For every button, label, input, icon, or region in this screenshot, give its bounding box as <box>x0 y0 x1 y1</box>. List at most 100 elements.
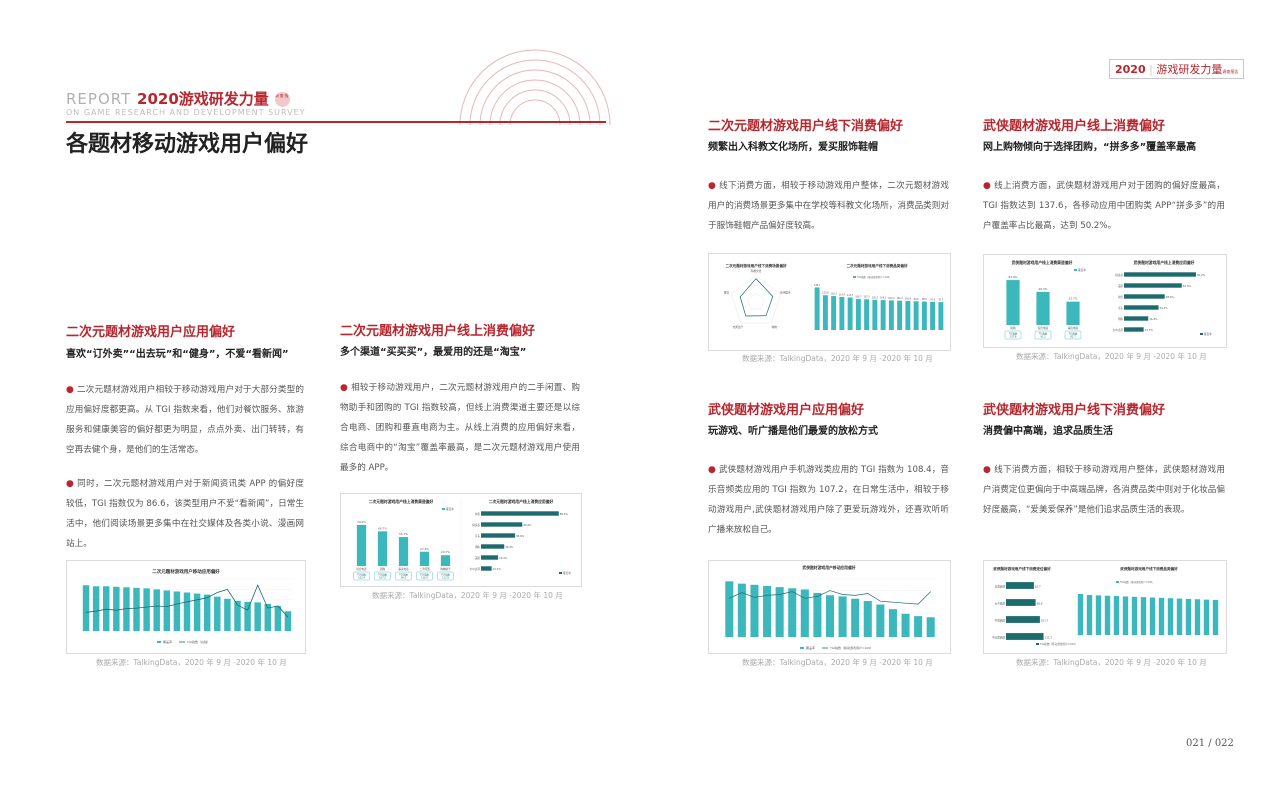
data-label: 100.9 <box>905 297 912 300</box>
bar <box>1131 596 1138 635</box>
bar <box>914 616 923 637</box>
data-label: 107.5 <box>863 296 870 299</box>
report-subline: ON GAME RESEARCH AND DEVELOPMENT SURVEY <box>66 108 306 117</box>
report-header: REPORT 2020游戏研发力量 调查报告 <box>66 88 290 109</box>
chart-title: 二次元题材游戏用户线上消费应用偏好 <box>489 499 554 504</box>
bar <box>163 590 171 631</box>
bar <box>1086 595 1093 635</box>
report-stamp: 调查报告 <box>274 92 290 107</box>
data-label: 108.7 <box>855 295 862 298</box>
legend-swatch <box>1200 333 1203 335</box>
data-label: 148.1 <box>814 284 821 287</box>
bar <box>1194 599 1201 635</box>
paragraph-acg-app-1: ● 二次元题材游戏用户相较于移动游戏用户对于大部分类型的应用偏好度都更高。从 TG… <box>66 385 304 455</box>
section-title-acg-app: 二次元题材游戏用户应用偏好 <box>66 325 236 340</box>
tgi-box <box>353 571 370 581</box>
category-label: 淘宝 <box>475 512 481 516</box>
category-label: 购物助手 <box>440 567 451 571</box>
paragraph-acg-app-2: ● 同时，二次元题材游戏用户对于新闻资讯类 APP 的偏好度较低，TGI 指数仅为… <box>66 479 304 549</box>
data-label: 28.4% <box>1166 295 1175 299</box>
radar-grid <box>747 293 765 310</box>
data-label: 83.7 <box>1035 585 1041 589</box>
bar <box>905 300 911 330</box>
data-label: 103.4 <box>888 297 895 300</box>
bar <box>788 588 797 637</box>
radar-series <box>739 278 774 317</box>
data-label: 46.9% <box>523 523 532 527</box>
bar <box>123 587 130 631</box>
bar <box>1066 301 1080 325</box>
category-label: 拼多多 <box>1115 273 1123 277</box>
bar <box>847 297 853 330</box>
bar <box>214 596 221 631</box>
bar <box>926 617 935 637</box>
bar <box>264 603 271 631</box>
bar <box>244 601 251 631</box>
category-label: 美团 <box>1118 284 1124 288</box>
section-subtitle-acg-app: 喜欢“订外卖”“出去玩”和“健身”，不爱“看新闻” <box>66 349 289 360</box>
bar <box>1158 597 1165 635</box>
bar <box>173 591 181 631</box>
source-wuxia-app: 数据来源：TalkingData，2020 年 9 月 -2020 年 10 月 <box>742 658 933 667</box>
bar <box>737 583 746 637</box>
data-label: 114.9 <box>839 293 846 296</box>
tgi-box <box>1064 330 1082 340</box>
decorative-arcs <box>459 49 611 125</box>
radar-axis-label: 餐饮 <box>724 290 730 294</box>
section-title-wuxia-offline: 武侠题材游戏用户线下消费偏好 <box>983 403 1166 418</box>
bar <box>1212 599 1219 635</box>
legend-swatch <box>1074 269 1077 271</box>
legend-label: 覆盖率 <box>163 639 172 644</box>
category-label: 闲鱼 <box>1118 317 1124 321</box>
paragraph-wuxia-offline-1: ● 线下消费方面，相较于移动游戏用户整体，武侠题材游戏用户消费定位更偏向于中高端品… <box>983 465 1225 515</box>
bar <box>356 524 367 566</box>
data-label: 32.7% <box>1069 297 1078 301</box>
chart-title: 武侠题材游戏用户线下消费品类偏好 <box>1120 566 1178 571</box>
bar <box>1006 582 1034 589</box>
section-subtitle-wuxia-online: 网上购物倾向于选择团购，“拼多多”覆盖率最高 <box>983 142 1197 153</box>
category-label: 综合电商 <box>356 567 367 571</box>
category-label: 大众品牌 <box>995 602 1006 606</box>
bar <box>183 592 191 631</box>
bar <box>153 589 160 631</box>
legend-label: TGI指数（移动游戏用户=100） <box>857 275 892 279</box>
tgi-value: 91.3 <box>1040 336 1046 339</box>
bar <box>481 533 515 538</box>
bar <box>1185 598 1192 635</box>
tgi-value: 107.2 <box>379 577 386 580</box>
tgi-label: TGI指数 <box>1039 332 1048 336</box>
tgi-label: TGI指数 <box>399 573 408 577</box>
paragraph-acg-online-1: ● 相较于移动游戏用户，二次元题材游戏用户的二手闲置、购物助手和团购的 TGI 指… <box>340 383 580 473</box>
legend-label: 覆盖率 <box>1078 268 1086 272</box>
bar <box>133 587 140 631</box>
bar <box>481 555 499 560</box>
tgi-label: TGI指数 <box>420 573 429 577</box>
category-label: 京东 <box>1118 306 1124 310</box>
chart-wuxia-offline: 武侠题材游戏用户线下消费定位偏好 高端品牌 83.7 大众品牌 88.8 中端品牌 101… <box>983 560 1227 654</box>
bar <box>113 586 120 631</box>
bar <box>1149 597 1156 635</box>
source-acg-online: 数据来源：TalkingData，2020 年 9 月 -2020 年 10 月 <box>372 591 563 600</box>
data-label: 38.6% <box>516 534 525 538</box>
data-label: 20.7% <box>441 550 450 554</box>
source-wuxia-online: 数据来源：TalkingData，2020 年 9 月 -2020 年 10 月 <box>1016 352 1207 361</box>
page-title: 各题材移动游戏用户偏好 <box>66 131 309 157</box>
bar <box>863 601 872 637</box>
bar <box>1167 598 1174 635</box>
radar-axis-label: 科教文化 <box>751 269 762 273</box>
data-label: 99.8 <box>914 298 919 301</box>
source-acg-app: 数据来源：TalkingData，2020 年 9 月 -2020 年 10 月 <box>96 658 287 667</box>
bar <box>855 298 861 330</box>
legend-swatch <box>853 276 856 278</box>
tgi-value: 102.4 <box>358 577 365 580</box>
category-label: 高端品牌 <box>995 585 1006 589</box>
bar <box>398 537 409 566</box>
bar <box>203 594 211 631</box>
category-label: 二手闲置 <box>419 567 430 571</box>
bar <box>1095 595 1102 635</box>
chart-acg-offline: 二次元题材游戏用户线下消费场景偏好 科教文化 休闲娱乐 购物 交通出行 餐饮 二次元题材… <box>708 253 951 351</box>
chart-title: 武侠题材游戏用户线上消费应用偏好 <box>1134 260 1195 265</box>
bar <box>1140 597 1147 635</box>
bar <box>813 592 822 637</box>
bar <box>901 613 910 637</box>
